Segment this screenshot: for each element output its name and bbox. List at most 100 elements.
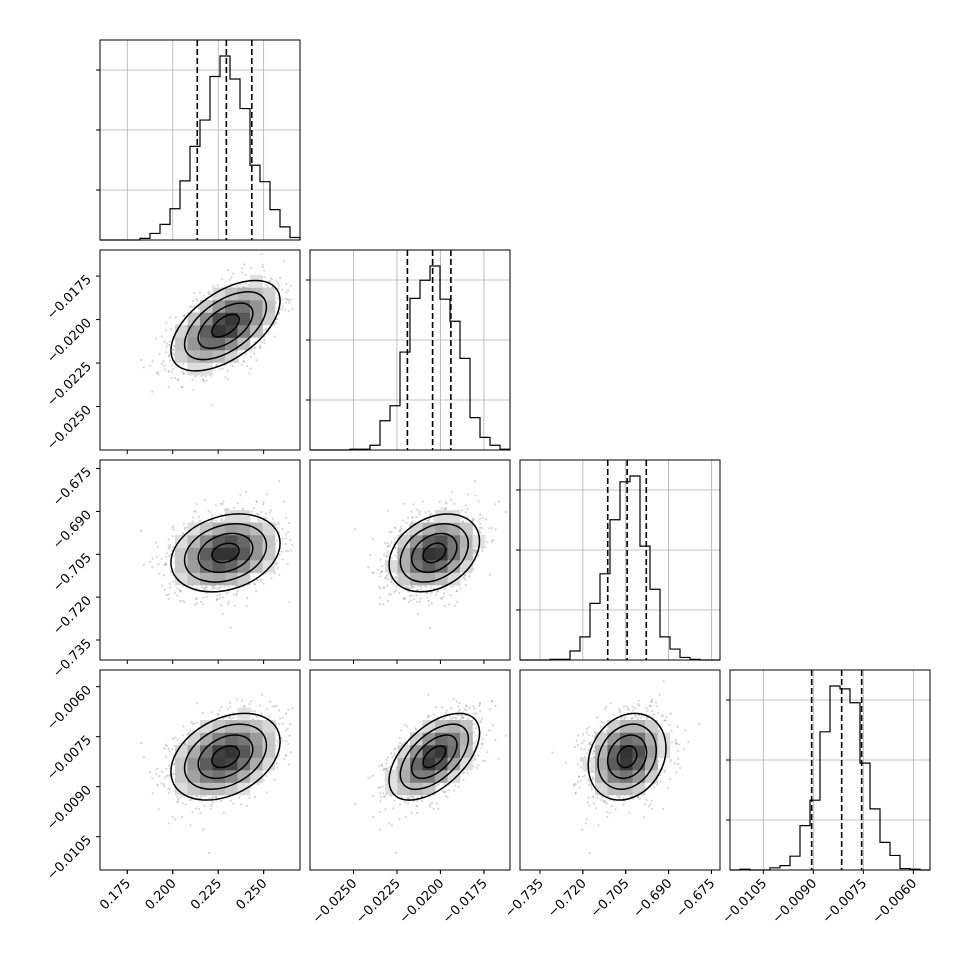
- scatter-point: [216, 284, 219, 287]
- scatter-point: [202, 294, 205, 297]
- scatter-point: [192, 516, 195, 519]
- density-cell: [397, 572, 411, 586]
- scatter-point: [255, 716, 259, 719]
- scatter-point: [198, 515, 201, 519]
- scatter-point: [174, 377, 177, 380]
- contour-line: [170, 279, 281, 372]
- scatter-point: [193, 510, 196, 513]
- scatter-point: [271, 278, 274, 281]
- scatter-point: [383, 553, 386, 556]
- scatter-point: [182, 372, 185, 375]
- scatter-point: [168, 554, 171, 558]
- scatter-point: [200, 374, 203, 378]
- scatter-point: [286, 562, 289, 566]
- scatter-point: [202, 596, 205, 599]
- scatter-point: [154, 337, 158, 340]
- scatter-point: [395, 577, 398, 580]
- scatter-point: [212, 585, 215, 588]
- scatter-point: [171, 364, 174, 367]
- scatter-point: [407, 600, 410, 604]
- scatter-point: [248, 372, 251, 375]
- scatter-point: [207, 291, 210, 294]
- scatter-point: [416, 508, 419, 511]
- scatter-point: [412, 503, 415, 506]
- y-tick-label: −0.0225: [44, 359, 94, 409]
- scatter-point: [215, 519, 218, 522]
- scatter-point: [268, 715, 271, 718]
- density-cell: [212, 572, 226, 586]
- scatter-point: [393, 590, 396, 593]
- y-tick-label: −0.735: [50, 636, 95, 681]
- scatter-point: [212, 801, 215, 804]
- scatter-point: [287, 310, 290, 313]
- scatter-point: [244, 353, 247, 356]
- scatter-point: [456, 589, 459, 593]
- scatter-point: [149, 771, 152, 774]
- density-cell: [225, 547, 238, 561]
- scatter-point: [182, 531, 185, 534]
- scatter-point: [190, 305, 193, 308]
- density-cell: [435, 535, 448, 548]
- density-cell: [250, 275, 263, 288]
- density-cell: [262, 287, 276, 301]
- scatter-point: [413, 598, 416, 601]
- scatter-point: [167, 764, 171, 767]
- scatter-point: [270, 509, 273, 512]
- scatter-point: [379, 587, 382, 590]
- scatter-point: [407, 516, 410, 519]
- scatter-point: [235, 592, 238, 595]
- scatter-point: [205, 592, 208, 595]
- scatter-point: [168, 787, 171, 790]
- scatter-point: [169, 328, 173, 331]
- scatter-point: [276, 317, 279, 320]
- scatter-point: [179, 590, 182, 593]
- scatter-point: [479, 513, 482, 516]
- scatter-point: [280, 550, 283, 553]
- scatter-point: [215, 364, 218, 367]
- scatter-point: [238, 352, 241, 355]
- scatter-point: [191, 520, 194, 523]
- scatter-point: [284, 308, 287, 311]
- scatter-point: [168, 582, 171, 585]
- scatter-point: [430, 602, 433, 605]
- panel-frame: [99, 249, 301, 451]
- scatter-point: [227, 586, 230, 589]
- scatter-point: [384, 541, 387, 545]
- scatter-point: [189, 824, 192, 827]
- scatter-point: [212, 285, 215, 288]
- scatter-point: [260, 693, 264, 696]
- scatter-point: [207, 509, 210, 512]
- scatter-point: [195, 597, 198, 601]
- scatter-point: [403, 598, 406, 601]
- scatter-point: [284, 712, 287, 715]
- scatter-point: [479, 522, 482, 526]
- scatter-point: [239, 283, 242, 286]
- scatter-point: [260, 510, 263, 514]
- scatter-point: [160, 770, 164, 774]
- scatter-point: [271, 517, 274, 520]
- scatter-point: [260, 253, 263, 256]
- scatter-point: [182, 362, 185, 366]
- scatter-point: [276, 561, 279, 564]
- scatter-point: [388, 593, 391, 596]
- scatter-point: [289, 284, 292, 288]
- scatter-point: [414, 515, 418, 518]
- scatter-point: [385, 555, 388, 558]
- scatter-point: [249, 700, 253, 703]
- density-cell: [212, 325, 226, 338]
- scatter-point: [255, 512, 259, 515]
- scatter-point: [253, 507, 256, 510]
- scatter-point: [273, 572, 276, 575]
- scatter-point: [275, 322, 279, 325]
- density-cell: [200, 312, 213, 326]
- density-cell: [175, 350, 188, 363]
- scatter-point: [232, 506, 235, 509]
- scatter-point: [219, 585, 222, 589]
- scatter-point: [278, 573, 281, 576]
- scatter-point: [184, 526, 187, 529]
- density-cell: [187, 325, 201, 338]
- scatter-point: [247, 283, 250, 286]
- scatter-point: [386, 553, 389, 556]
- scatter-point: [241, 271, 244, 274]
